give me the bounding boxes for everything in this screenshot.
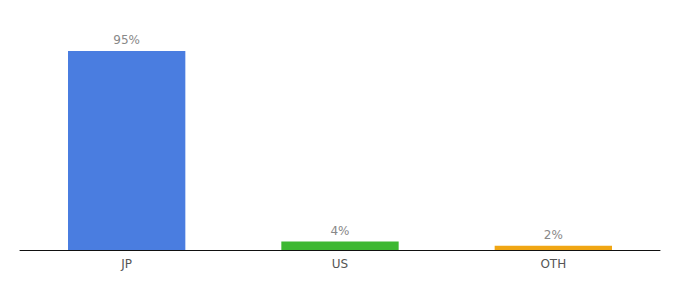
svg-text:JP: JP xyxy=(120,257,132,271)
svg-text:95%: 95% xyxy=(113,33,140,47)
svg-text:US: US xyxy=(332,257,348,271)
svg-text:4%: 4% xyxy=(330,224,349,238)
svg-text:2%: 2% xyxy=(544,228,563,242)
svg-text:OTH: OTH xyxy=(540,257,566,271)
